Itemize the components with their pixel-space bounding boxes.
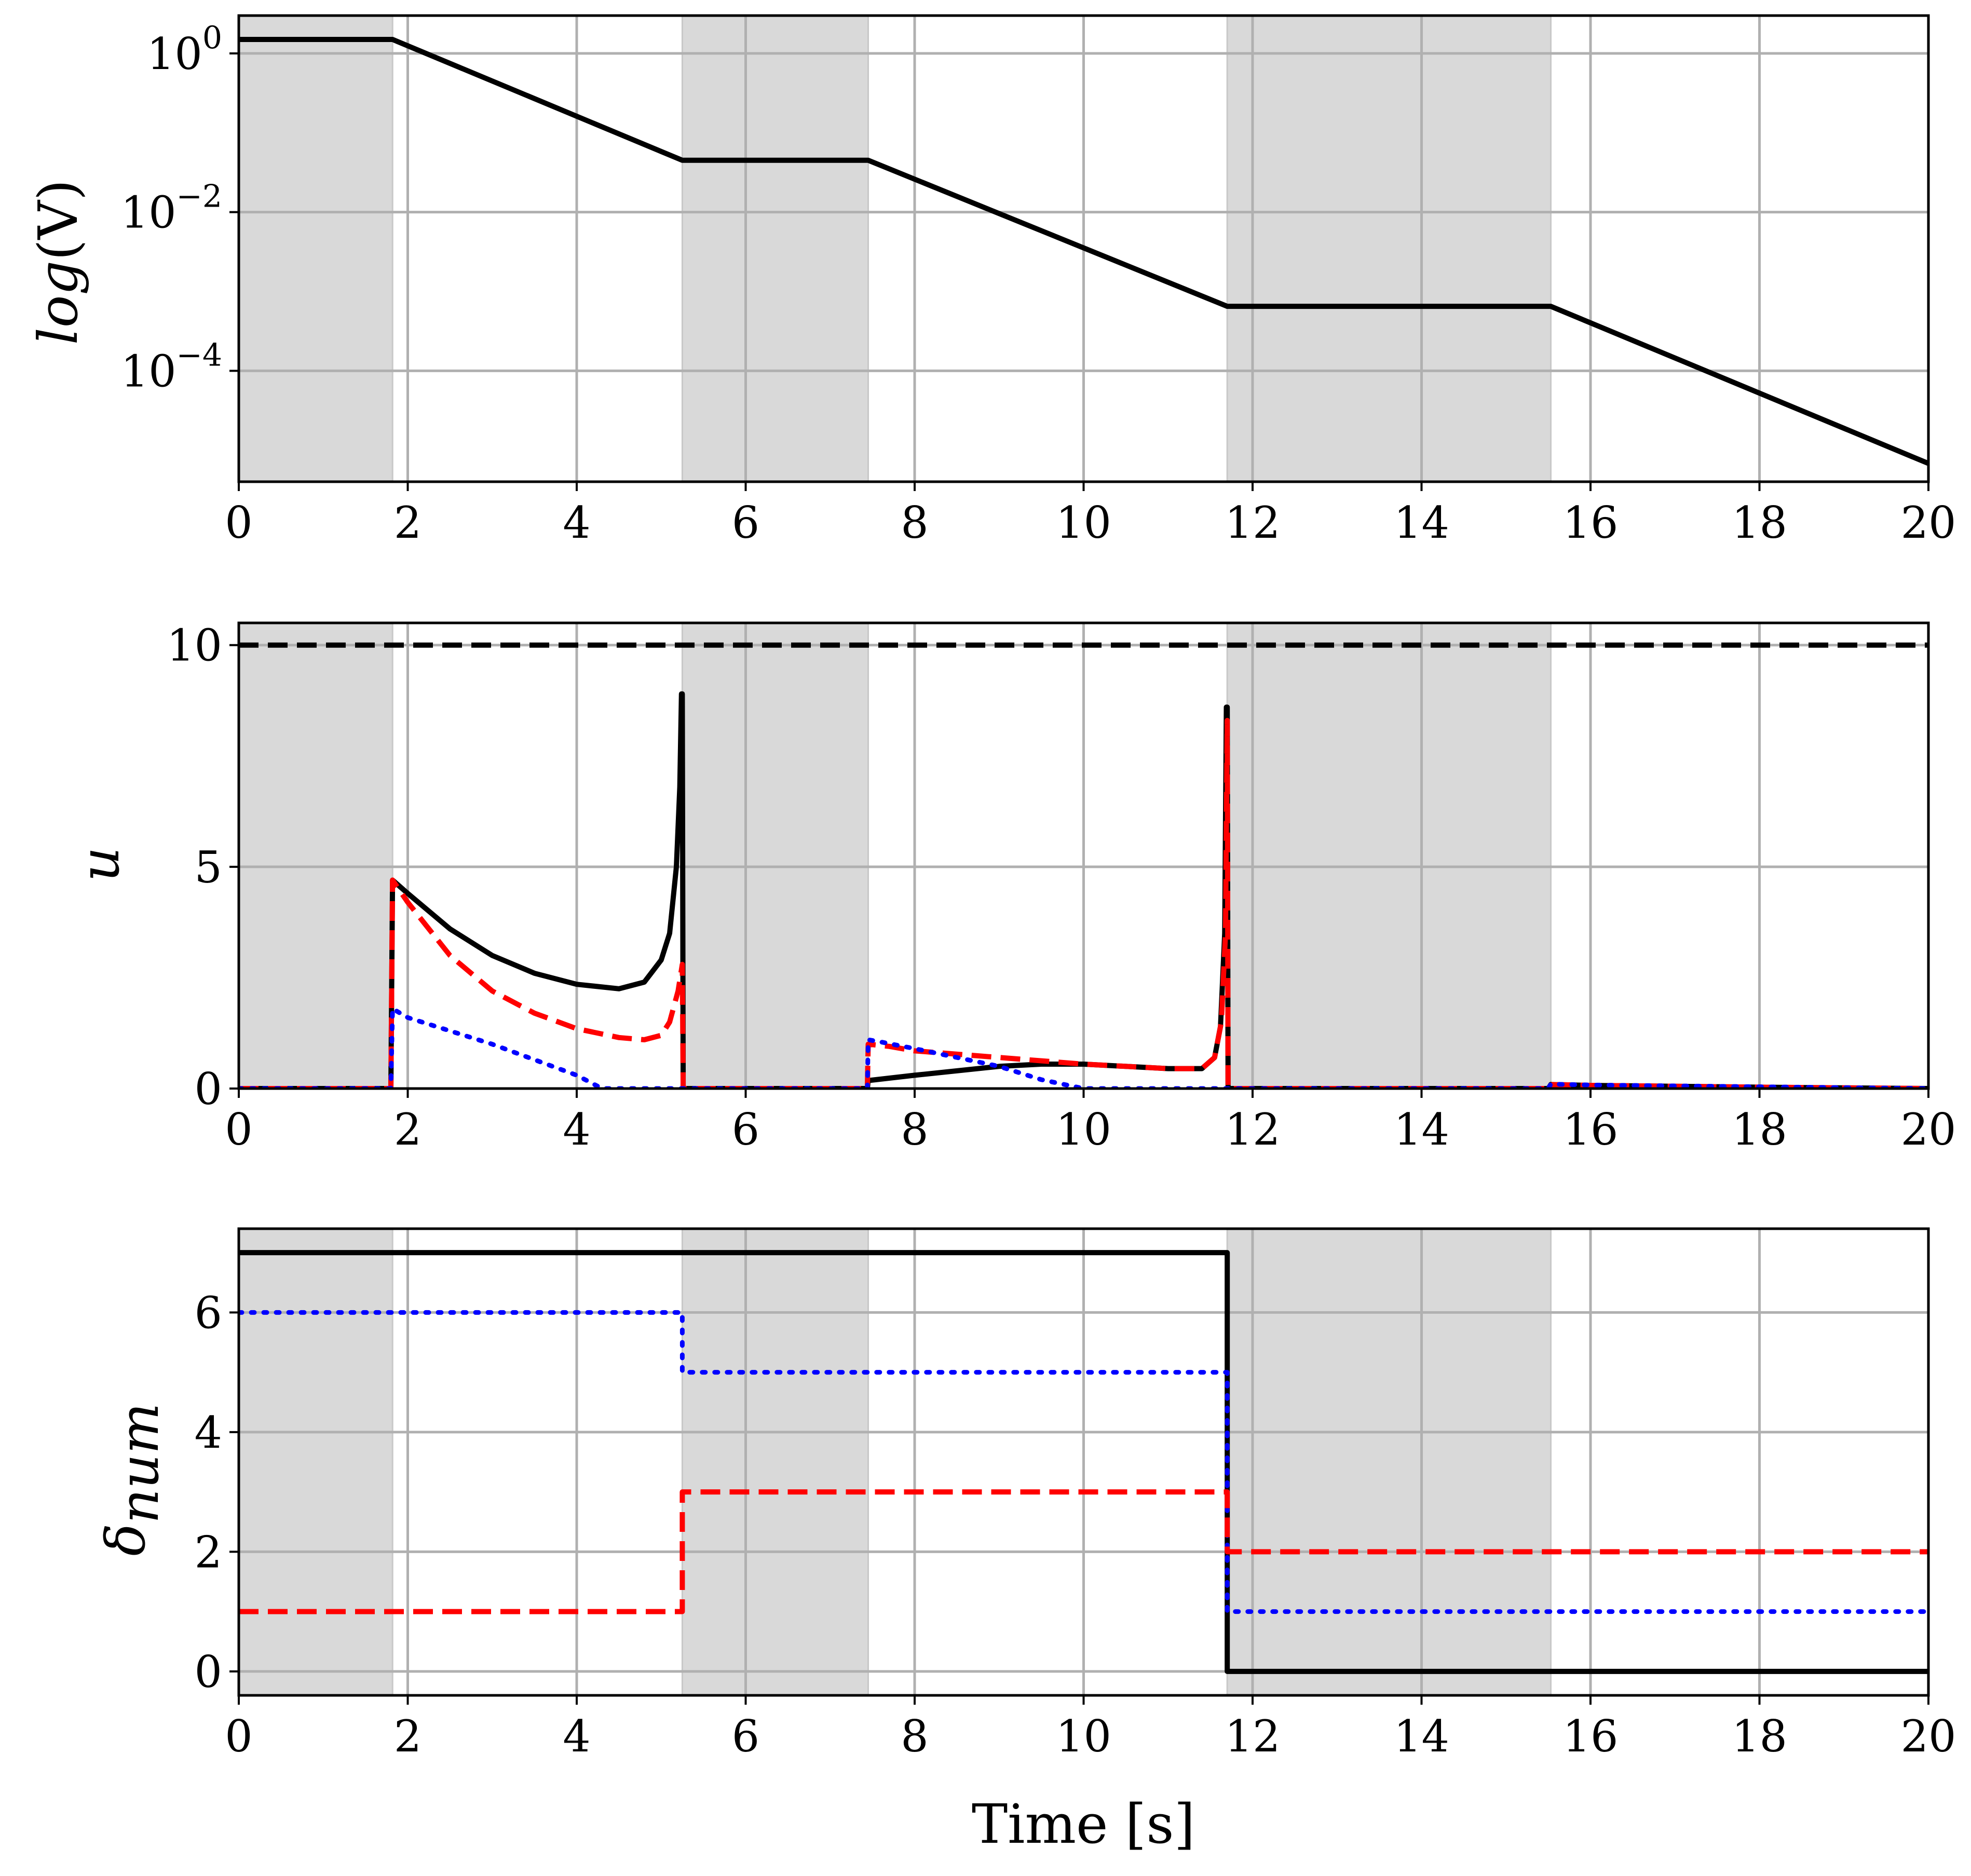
y-tick-label: 4 <box>195 1407 222 1458</box>
x-tick-label: 6 <box>732 497 759 548</box>
shaded-interval-1 <box>681 1228 869 1696</box>
panel-u: 0 2 4 6 8 10 12 14 16 18 20 0 5 10 <box>167 620 1956 1155</box>
x-tick-label: 2 <box>394 1104 422 1155</box>
series-line-solid-0 <box>239 37 1928 466</box>
series-line-dashed-2 <box>239 1489 1928 1614</box>
x-tick-label: 18 <box>1732 1711 1787 1762</box>
x-tick-label: 16 <box>1563 1104 1619 1155</box>
x-tick-label: 16 <box>1563 1711 1619 1762</box>
y-tick-label: 10 <box>167 620 222 671</box>
shaded-interval-1 <box>681 15 869 483</box>
xlabel-time: Time [s] <box>972 1792 1195 1856</box>
x-tick-label: 18 <box>1732 497 1787 548</box>
y-tick-label: 100 <box>147 20 222 79</box>
x-tick-label: 20 <box>1901 1104 1956 1155</box>
shaded-interval-0 <box>238 15 393 483</box>
x-tick-label: 12 <box>1225 1711 1281 1762</box>
panel-log-v: 0 2 4 6 8 10 12 14 16 18 20 100 10−2 10−4 <box>121 14 1956 548</box>
x-tick-label: 20 <box>1901 497 1956 548</box>
x-tick-label: 20 <box>1901 1711 1956 1762</box>
x-tick-label: 14 <box>1394 1711 1449 1762</box>
y-tick-label: 0 <box>195 1647 222 1697</box>
x-tick-label: 0 <box>225 497 252 548</box>
x-tick-label: 4 <box>563 497 590 548</box>
shaded-interval-2 <box>1226 622 1552 1090</box>
x-tick-label: 0 <box>225 1711 252 1762</box>
x-tick-label: 10 <box>1056 1104 1111 1155</box>
y-tick-label: 0 <box>195 1064 222 1114</box>
series-line-dotted-3 <box>239 1006 1928 1089</box>
y-tick-label: 6 <box>195 1287 222 1338</box>
y-tick-label: 10−2 <box>121 179 222 238</box>
series-line-dotted-1 <box>239 1310 1928 1614</box>
shaded-interval-1 <box>681 622 869 1090</box>
x-tick-label: 4 <box>563 1711 590 1762</box>
shaded-interval-0 <box>238 622 393 1090</box>
shaded-interval-2 <box>1226 15 1552 483</box>
x-tick-label: 4 <box>563 1104 590 1155</box>
x-tick-label: 8 <box>901 1711 928 1762</box>
x-tick-label: 8 <box>901 1104 928 1155</box>
x-tick-label: 12 <box>1225 497 1281 548</box>
shaded-interval-0 <box>238 1228 393 1696</box>
x-tick-label: 10 <box>1056 497 1111 548</box>
y-tick-label: 5 <box>195 842 222 893</box>
x-tick-label: 14 <box>1394 1104 1449 1155</box>
series-line-dashed-2 <box>239 717 1928 1089</box>
x-tick-label: 10 <box>1056 1711 1111 1762</box>
x-tick-label: 8 <box>901 497 928 548</box>
x-tick-label: 16 <box>1563 497 1619 548</box>
x-tick-label: 6 <box>732 1711 759 1762</box>
x-tick-label: 2 <box>394 497 422 548</box>
y-tick-label: 10−4 <box>121 337 222 397</box>
x-tick-label: 18 <box>1732 1104 1787 1155</box>
ylabel-log-v: log(V) <box>26 180 90 345</box>
x-tick-label: 2 <box>394 1711 422 1762</box>
ylabel-delta-num: δnum <box>94 1403 171 1556</box>
ylabel-u: u <box>68 847 131 882</box>
x-tick-label: 14 <box>1394 497 1449 548</box>
x-tick-label: 6 <box>732 1104 759 1155</box>
panel-delta-num: 0 2 4 6 8 10 12 14 16 18 20 0 2 4 6 <box>195 1227 1956 1762</box>
y-tick-label: 2 <box>195 1527 222 1578</box>
x-tick-label: 0 <box>225 1104 252 1155</box>
shaded-interval-2 <box>1226 1228 1552 1696</box>
x-tick-label: 12 <box>1225 1104 1281 1155</box>
